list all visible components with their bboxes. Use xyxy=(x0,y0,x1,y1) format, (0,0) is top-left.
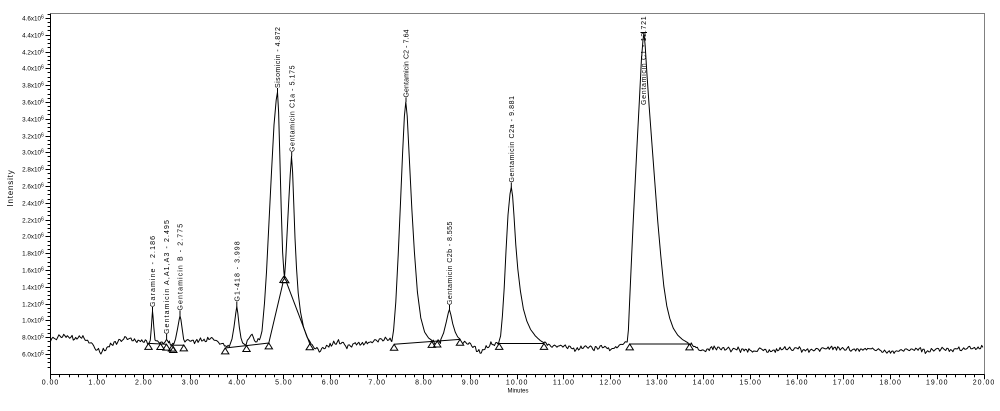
svg-text:1.4x106: 1.4x106 xyxy=(22,283,44,291)
svg-text:6.00: 6.00 xyxy=(322,380,340,387)
svg-text:0.00: 0.00 xyxy=(42,380,60,387)
svg-text:1.00: 1.00 xyxy=(88,380,106,387)
svg-text:Sisomicin - 4.872: Sisomicin - 4.872 xyxy=(275,27,282,88)
svg-text:6.0x105: 6.0x105 xyxy=(22,350,44,358)
svg-text:17.00: 17.00 xyxy=(833,380,856,387)
svg-text:9.00: 9.00 xyxy=(462,380,480,387)
svg-text:2.00: 2.00 xyxy=(135,380,153,387)
svg-text:10.00: 10.00 xyxy=(506,380,529,387)
svg-text:8.0x105: 8.0x105 xyxy=(22,333,44,341)
svg-text:18.00: 18.00 xyxy=(879,380,902,387)
svg-text:15.00: 15.00 xyxy=(739,380,762,387)
svg-text:3.4x106: 3.4x106 xyxy=(22,115,44,123)
svg-text:Intensity: Intensity xyxy=(6,170,15,207)
svg-text:4.6x106: 4.6x106 xyxy=(22,14,44,22)
svg-text:Gentamicin C1a - 5.175: Gentamicin C1a - 5.175 xyxy=(289,65,296,152)
svg-text:3.8x106: 3.8x106 xyxy=(22,81,44,89)
svg-text:16.00: 16.00 xyxy=(786,380,809,387)
svg-text:3.0x106: 3.0x106 xyxy=(22,148,44,156)
svg-text:3.6x106: 3.6x106 xyxy=(22,98,44,106)
svg-text:Garamine - 2.186: Garamine - 2.186 xyxy=(150,235,157,307)
svg-text:3.00: 3.00 xyxy=(182,380,200,387)
svg-text:12.00: 12.00 xyxy=(599,380,622,387)
svg-text:7.00: 7.00 xyxy=(368,380,386,387)
svg-text:14.00: 14.00 xyxy=(693,380,716,387)
svg-text:2.8x106: 2.8x106 xyxy=(22,165,44,173)
svg-text:1.8x106: 1.8x106 xyxy=(22,249,44,257)
svg-text:G1-418 - 3.998: G1-418 - 3.998 xyxy=(234,240,241,301)
svg-text:5.00: 5.00 xyxy=(275,380,293,387)
svg-text:8.00: 8.00 xyxy=(415,380,433,387)
svg-text:2.2x106: 2.2x106 xyxy=(22,216,44,224)
svg-text:11.00: 11.00 xyxy=(553,380,575,387)
svg-text:4.2x106: 4.2x106 xyxy=(22,48,44,56)
svg-text:Minutes: Minutes xyxy=(507,389,528,395)
svg-text:20.00: 20.00 xyxy=(973,380,996,387)
svg-text:2.4x106: 2.4x106 xyxy=(22,199,44,207)
svg-text:4.4x106: 4.4x106 xyxy=(22,31,44,39)
svg-text:3.2x106: 3.2x106 xyxy=(22,132,44,140)
svg-text:4.00: 4.00 xyxy=(228,380,246,387)
svg-text:2.6x106: 2.6x106 xyxy=(22,182,44,190)
svg-text:1.0x106: 1.0x106 xyxy=(22,316,44,324)
svg-text:Gentamicin A,A1,A3 - 2.495: Gentamicin A,A1,A3 - 2.495 xyxy=(164,219,171,334)
svg-text:13.00: 13.00 xyxy=(646,380,669,387)
svg-text:2.0x106: 2.0x106 xyxy=(22,232,44,240)
svg-text:1.6x106: 1.6x106 xyxy=(22,266,44,274)
svg-text:Gentamicin C2 - 7.64: Gentamicin C2 - 7.64 xyxy=(404,29,411,97)
svg-text:Gentamicin C2b - 8.555: Gentamicin C2b - 8.555 xyxy=(447,221,454,305)
svg-text:4.0x106: 4.0x106 xyxy=(22,64,44,72)
svg-text:1.2x106: 1.2x106 xyxy=(22,300,44,308)
svg-text:Gentamicin C2a - 9.881: Gentamicin C2a - 9.881 xyxy=(509,95,516,182)
svg-text:Gentamicin C1 - 12.721: Gentamicin C1 - 12.721 xyxy=(641,16,648,105)
svg-text:Gentamicin B - 2.775: Gentamicin B - 2.775 xyxy=(178,223,185,311)
svg-text:19.00: 19.00 xyxy=(926,380,949,387)
